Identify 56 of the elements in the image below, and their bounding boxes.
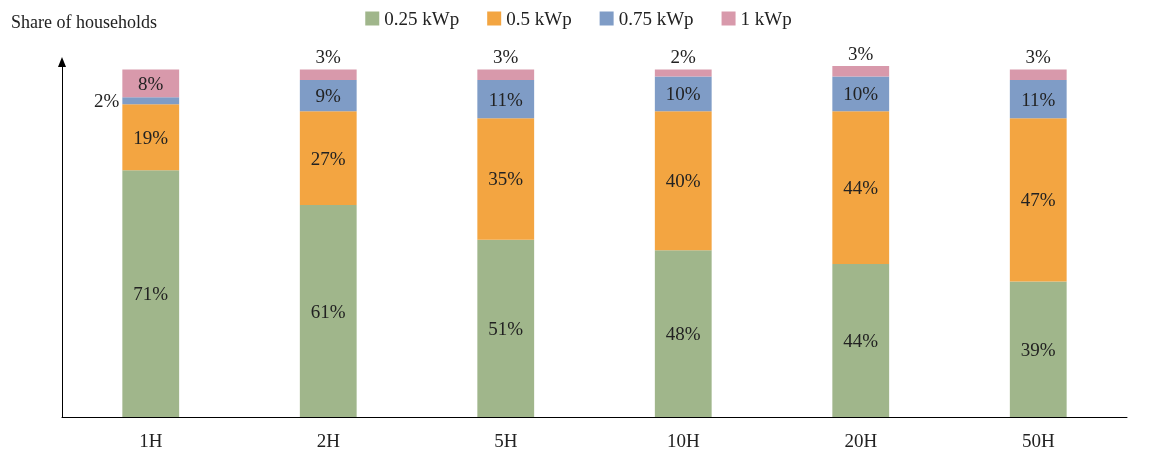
bar: [1009, 118, 1067, 282]
y-axis-title: Share of households: [11, 12, 157, 32]
data-label: 47%: [1020, 189, 1056, 211]
data-label: 71%: [133, 283, 169, 305]
bar: [832, 264, 890, 417]
bar: [477, 69, 535, 80]
data-label: 11%: [1021, 88, 1056, 110]
bar: [122, 104, 180, 171]
bar: [122, 170, 180, 417]
data-label: 3%: [315, 46, 342, 68]
bar: [654, 111, 712, 251]
bar: [1009, 281, 1067, 417]
bar: [299, 69, 357, 80]
bar: [654, 250, 712, 417]
data-label: 10%: [665, 83, 701, 105]
x-tick-label: 5H: [494, 430, 518, 451]
legend-label: 1 kWp: [740, 8, 792, 29]
data-label: 3%: [848, 43, 874, 64]
bar: [477, 118, 535, 240]
data-label: 8%: [138, 72, 164, 94]
bar: [654, 69, 712, 77]
data-label: 61%: [310, 300, 346, 322]
data-label: 44%: [843, 330, 879, 352]
data-label: 10%: [843, 83, 879, 105]
bar: [122, 97, 180, 105]
bar: [477, 79, 535, 119]
data-label: 2%: [670, 46, 697, 68]
bar: [654, 76, 712, 112]
data-label: 40%: [665, 170, 701, 192]
bar: [299, 205, 357, 417]
data-label: 9%: [315, 85, 342, 107]
legend-label: 0.5 kWp: [506, 8, 572, 29]
data-label: 51%: [488, 317, 524, 339]
data-label: 3%: [1025, 46, 1052, 68]
bar: [1009, 79, 1067, 119]
x-tick-label: 10H: [666, 430, 700, 451]
bar: [477, 239, 535, 417]
data-label: 35%: [488, 168, 524, 190]
bar: [299, 111, 357, 206]
legend-label: 0.75 kWp: [618, 8, 694, 29]
data-label: 44%: [843, 177, 879, 199]
x-tick-label: 20H: [844, 430, 878, 451]
data-label: 27%: [310, 147, 346, 169]
bar: [1009, 69, 1067, 80]
bar: [832, 66, 890, 77]
data-label: 19%: [133, 126, 169, 148]
legend-label: 0.25 kWp: [384, 8, 460, 29]
x-tick-label: 1H: [139, 430, 163, 451]
bar: [832, 111, 890, 265]
data-label: 39%: [1020, 338, 1056, 360]
x-tick-label: 50H: [1021, 430, 1055, 451]
x-tick-label: 2H: [316, 430, 341, 451]
data-label: 48%: [665, 323, 701, 345]
data-label: 11%: [488, 88, 523, 110]
data-label: 2%: [94, 90, 120, 112]
data-label: 3%: [493, 46, 519, 68]
